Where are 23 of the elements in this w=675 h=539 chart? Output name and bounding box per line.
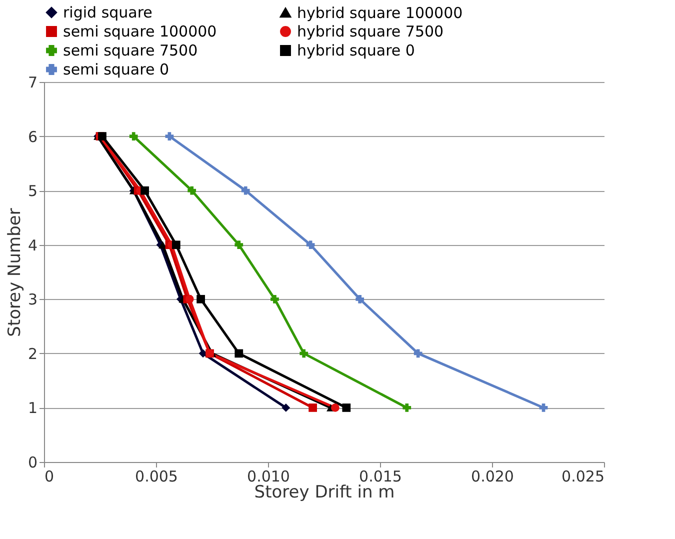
y-tick-label: 5: [28, 182, 38, 200]
y-tick-label: 0: [28, 454, 38, 472]
legend-label: semi square 0: [63, 60, 170, 78]
y-tick-label: 1: [28, 399, 38, 418]
x-tick-label: 0.005: [135, 468, 178, 486]
y-tick-label: 4: [28, 236, 38, 254]
x-tick-label: 0.010: [247, 468, 290, 486]
x-tick-label: 0.020: [471, 468, 514, 486]
legend-label: hybrid square 7500: [297, 22, 444, 40]
y-tick-label: 3: [28, 290, 38, 309]
x-axis-title: Storey Drift in m: [254, 482, 395, 502]
x-tick-label: 0: [44, 468, 54, 486]
legend-label: hybrid square 100000: [297, 4, 463, 22]
legend-label: hybrid square 0: [297, 42, 415, 60]
y-tick-label: 7: [28, 74, 38, 92]
y-tick-label: 2: [28, 344, 38, 363]
legend-label: semi square 7500: [63, 42, 198, 60]
y-tick-label: 6: [28, 128, 38, 146]
legend-label: rigid square: [63, 4, 152, 22]
legend-label: semi square 100000: [63, 22, 217, 40]
y-axis-title: Storey Number: [4, 208, 25, 337]
x-tick-label: 0.015: [359, 468, 402, 486]
x-tick-label: 0.025: [562, 468, 604, 486]
